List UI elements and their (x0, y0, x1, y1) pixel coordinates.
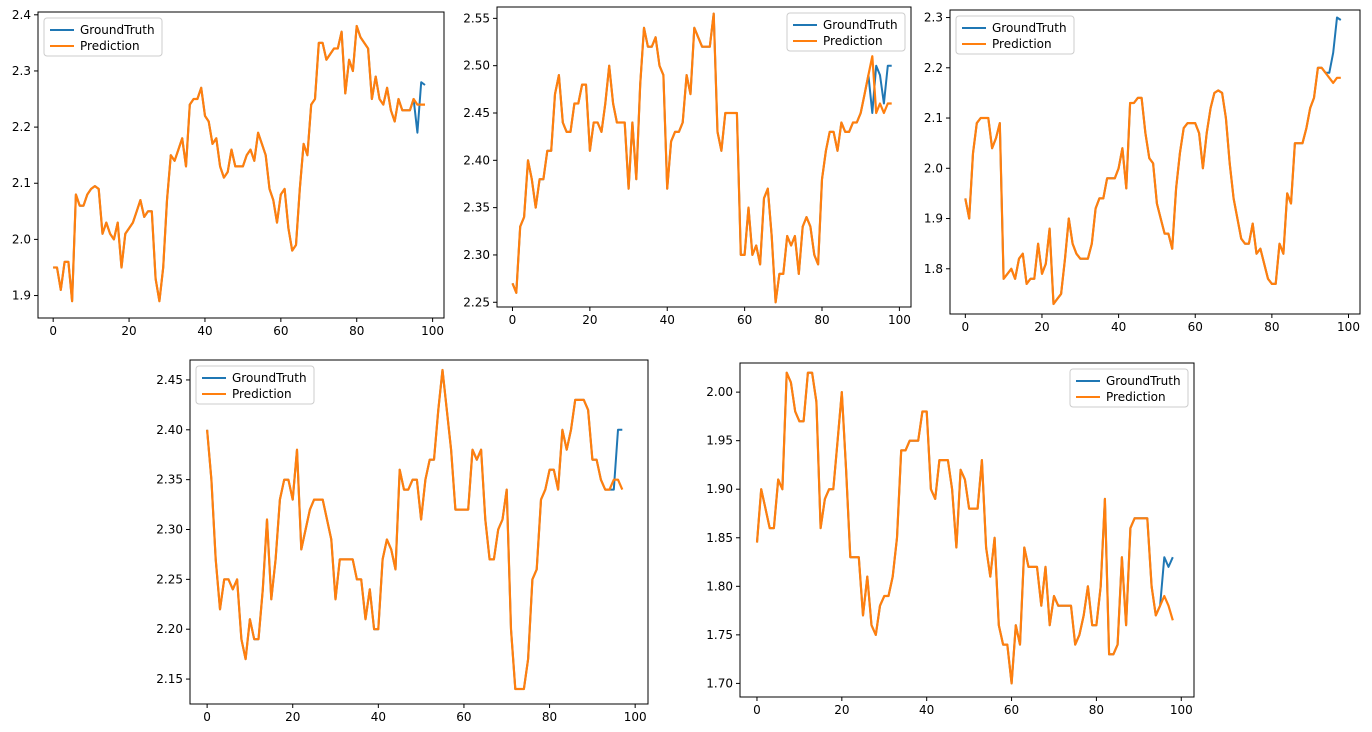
x-tick-label: 60 (737, 313, 752, 327)
chart-4: 0 20 40 60 80 100 2.15 2.20 2.25 2.30 2.35 2.40 2.45… (156, 359, 649, 724)
x-tick-label: 20 (121, 324, 136, 338)
y-tick-label: 1.75 (706, 628, 733, 642)
legend-label: Prediction (992, 37, 1052, 51)
x-tick-label: 80 (542, 710, 557, 724)
x-tick-label: 80 (349, 324, 364, 338)
x-tick-label: 100 (624, 710, 647, 724)
legend-label: GroundTruth (823, 18, 898, 32)
x-tick-label: 60 (456, 710, 471, 724)
y-tick-label: 2.1 (12, 176, 31, 190)
legend-label: Prediction (823, 34, 883, 48)
x-tick-label: 0 (49, 324, 57, 338)
series-prediction-line (964, 66, 1341, 306)
y-tick-label: 2.30 (156, 523, 183, 537)
x-tick-label: 100 (1170, 703, 1193, 717)
legend-label: Prediction (80, 39, 140, 53)
legend: GroundTruth Prediction (1069, 368, 1189, 408)
chart-5: 0 20 40 60 80 100 1.70 1.75 1.80 1.85 1.90 1.95 2.00… (706, 362, 1195, 717)
y-tick-label: 2.35 (463, 201, 490, 215)
y-tick-label: 1.85 (706, 531, 733, 545)
x-tick-label: 80 (814, 313, 829, 327)
y-tick-label: 2.45 (156, 373, 183, 387)
x-tick-label: 100 (888, 313, 911, 327)
y-tick-label: 2.40 (463, 153, 490, 167)
x-tick-label: 40 (1111, 320, 1126, 334)
y-tick-label: 2.15 (156, 672, 183, 686)
chart-1: 0 20 40 60 80 100 1.9 2.0 2.1 2.2 2.3 2.4 GroundTrut… (12, 8, 445, 338)
legend-label: GroundTruth (992, 21, 1067, 35)
x-tick-label: 40 (919, 703, 934, 717)
y-tick-label: 2.2 (924, 61, 943, 75)
y-tick-label: 2.1 (924, 111, 943, 125)
axes-frame (496, 6, 912, 308)
chart-3: 0 20 40 60 80 100 1.8 1.9 2.0 2.1 2.2 2.3 GroundTrut… (924, 9, 1361, 334)
x-tick-label: 20 (582, 313, 597, 327)
y-tick-label: 2.3 (12, 64, 31, 78)
legend-label: GroundTruth (232, 371, 307, 385)
y-tick-label: 1.8 (924, 262, 943, 276)
y-tick-label: 1.80 (706, 579, 733, 593)
x-tick-label: 20 (1034, 320, 1049, 334)
y-tick-label: 2.35 (156, 473, 183, 487)
series-prediction-line (511, 12, 892, 304)
axes-frame (37, 11, 445, 319)
y-tick-label: 1.90 (706, 482, 733, 496)
y-tick-label: 2.45 (463, 106, 490, 120)
x-tick-label: 80 (1089, 703, 1104, 717)
y-tick-label: 2.20 (156, 622, 183, 636)
legend-label: GroundTruth (80, 23, 155, 37)
x-tick-label: 20 (285, 710, 300, 724)
x-tick-label: 40 (660, 313, 675, 327)
x-tick-label: 0 (962, 320, 970, 334)
x-tick-label: 0 (509, 313, 517, 327)
y-tick-label: 2.3 (924, 11, 943, 25)
y-tick-label: 1.9 (924, 212, 943, 226)
axes-frame (739, 362, 1195, 698)
legend-label: Prediction (232, 387, 292, 401)
y-tick-label: 2.0 (924, 161, 943, 175)
y-tick-label: 2.00 (706, 385, 733, 399)
y-tick-label: 2.4 (12, 8, 31, 22)
legend: GroundTruth Prediction (195, 365, 315, 405)
y-tick-label: 1.95 (706, 434, 733, 448)
x-tick-label: 40 (197, 324, 212, 338)
x-tick-label: 60 (1188, 320, 1203, 334)
y-tick-label: 2.0 (12, 232, 31, 246)
y-tick-label: 2.55 (463, 11, 490, 25)
x-tick-label: 100 (421, 324, 444, 338)
legend-label: Prediction (1106, 390, 1166, 404)
legend: GroundTruth Prediction (43, 17, 163, 57)
x-tick-label: 100 (1337, 320, 1360, 334)
series-prediction-line (206, 368, 624, 691)
axes-frame (189, 359, 649, 705)
x-tick-label: 80 (1264, 320, 1279, 334)
series-prediction-line (53, 24, 425, 303)
chart-2: 0 20 40 60 80 100 2.25 2.30 2.35 2.40 2.45 2.50 2.55… (463, 6, 912, 327)
y-tick-label: 1.70 (706, 676, 733, 690)
y-tick-label: 2.50 (463, 59, 490, 73)
legend-label: GroundTruth (1106, 374, 1181, 388)
x-tick-label: 60 (1004, 703, 1019, 717)
y-tick-label: 2.30 (463, 248, 490, 262)
x-tick-label: 0 (203, 710, 211, 724)
y-tick-label: 1.9 (12, 289, 31, 303)
y-tick-label: 2.25 (156, 572, 183, 586)
y-tick-label: 2.40 (156, 423, 183, 437)
series-prediction-line (755, 371, 1174, 685)
x-tick-label: 0 (753, 703, 761, 717)
y-tick-label: 2.2 (12, 120, 31, 134)
legend: GroundTruth Prediction (786, 12, 906, 52)
x-tick-label: 40 (371, 710, 386, 724)
x-tick-label: 20 (834, 703, 849, 717)
x-tick-label: 60 (273, 324, 288, 338)
y-tick-label: 2.25 (463, 295, 490, 309)
legend: GroundTruth Prediction (955, 15, 1075, 55)
